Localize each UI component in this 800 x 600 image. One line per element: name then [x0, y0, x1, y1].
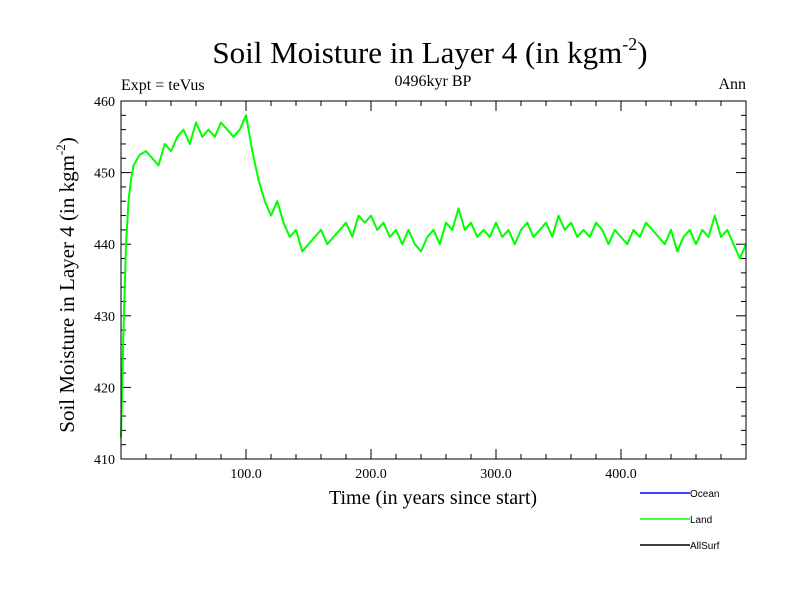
y-tick-label: 460: [94, 95, 115, 110]
axis-tick-labels: 100.0 200.0 300.0 400.0 410 420 430 440 450 460: [94, 95, 637, 482]
x-axis-label: Time (in years since start): [329, 487, 537, 509]
x-tick-label: 200.0: [355, 467, 387, 482]
legend: Ocean Land AllSurf: [640, 489, 720, 552]
y-axis-label-group: Soil Moisture in Layer 4 (in kgm-2): [53, 137, 79, 432]
legend-label-allsurf: AllSurf: [690, 541, 720, 552]
chart-title-superscript: -2: [622, 34, 637, 54]
y-tick-label: 450: [94, 167, 115, 182]
y-tick-label: 420: [94, 381, 115, 396]
subtitle-left: Expt = teVus: [121, 77, 205, 94]
series-line-land: [120, 114, 747, 438]
legend-label-ocean: Ocean: [690, 489, 719, 500]
axis-ticks: [121, 100, 746, 460]
chart-title: Soil Moisture in Layer 4 (in kgm-2): [212, 34, 647, 70]
x-tick-label: 400.0: [605, 467, 637, 482]
x-tick-label: 100.0: [230, 467, 262, 482]
y-tick-label: 430: [94, 310, 115, 325]
subtitle-right: Ann: [718, 76, 746, 93]
y-tick-label: 410: [94, 453, 115, 468]
y-tick-label: 440: [94, 238, 115, 253]
y-axis-label: Soil Moisture in Layer 4 (in kgm-2): [53, 137, 79, 432]
y-axis-label-superscript: -2: [53, 144, 68, 155]
subtitle-center: 0496kyr BP: [395, 73, 472, 90]
series-group: [120, 114, 747, 438]
x-tick-label: 300.0: [480, 467, 512, 482]
legend-label-land: Land: [690, 515, 712, 526]
plot-frame: [120, 100, 747, 460]
